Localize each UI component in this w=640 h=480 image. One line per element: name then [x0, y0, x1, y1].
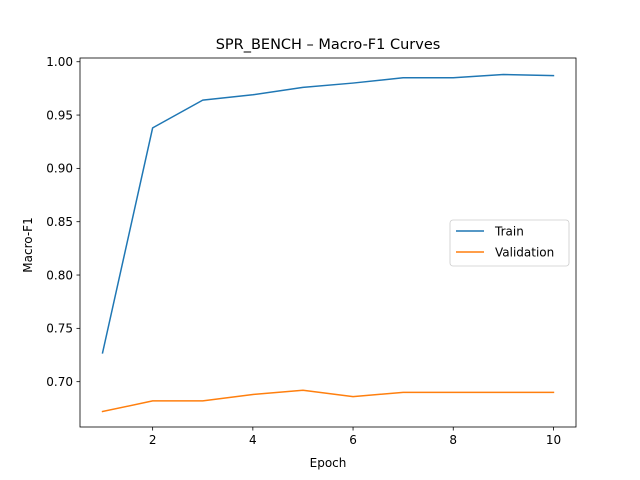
chart-title: SPR_BENCH – Macro-F1 Curves — [216, 37, 441, 53]
y-tick-label: 1.00 — [46, 55, 73, 69]
y-tick-label: 0.75 — [46, 322, 73, 336]
axes-frame — [79, 57, 577, 428]
x-tick-label: 2 — [149, 433, 157, 447]
series-line-validation — [101, 389, 555, 413]
y-tick-label: 0.70 — [46, 375, 73, 389]
legend-label-validation: Validation — [495, 245, 554, 259]
x-tick-label: 8 — [449, 433, 457, 447]
x-tick-label: 10 — [546, 433, 561, 447]
y-tick-label: 0.80 — [46, 268, 73, 282]
x-tick-label: 6 — [349, 433, 357, 447]
plot-area: 2 4 6 8 10 0.70 0.75 0.80 0.85 0.90 0.95 1.00 Train V… — [46, 55, 577, 447]
y-axis-label: Macro-F1 — [21, 217, 35, 272]
y-tick-label: 0.95 — [46, 108, 73, 122]
x-axis-label: Epoch — [310, 456, 347, 470]
legend: Train Validation — [449, 219, 570, 267]
y-tick-label: 0.85 — [46, 215, 73, 229]
x-tick-label: 4 — [249, 433, 257, 447]
series-line-train — [101, 73, 555, 354]
legend-label-train: Train — [494, 224, 524, 238]
y-tick-label: 0.90 — [46, 162, 73, 176]
